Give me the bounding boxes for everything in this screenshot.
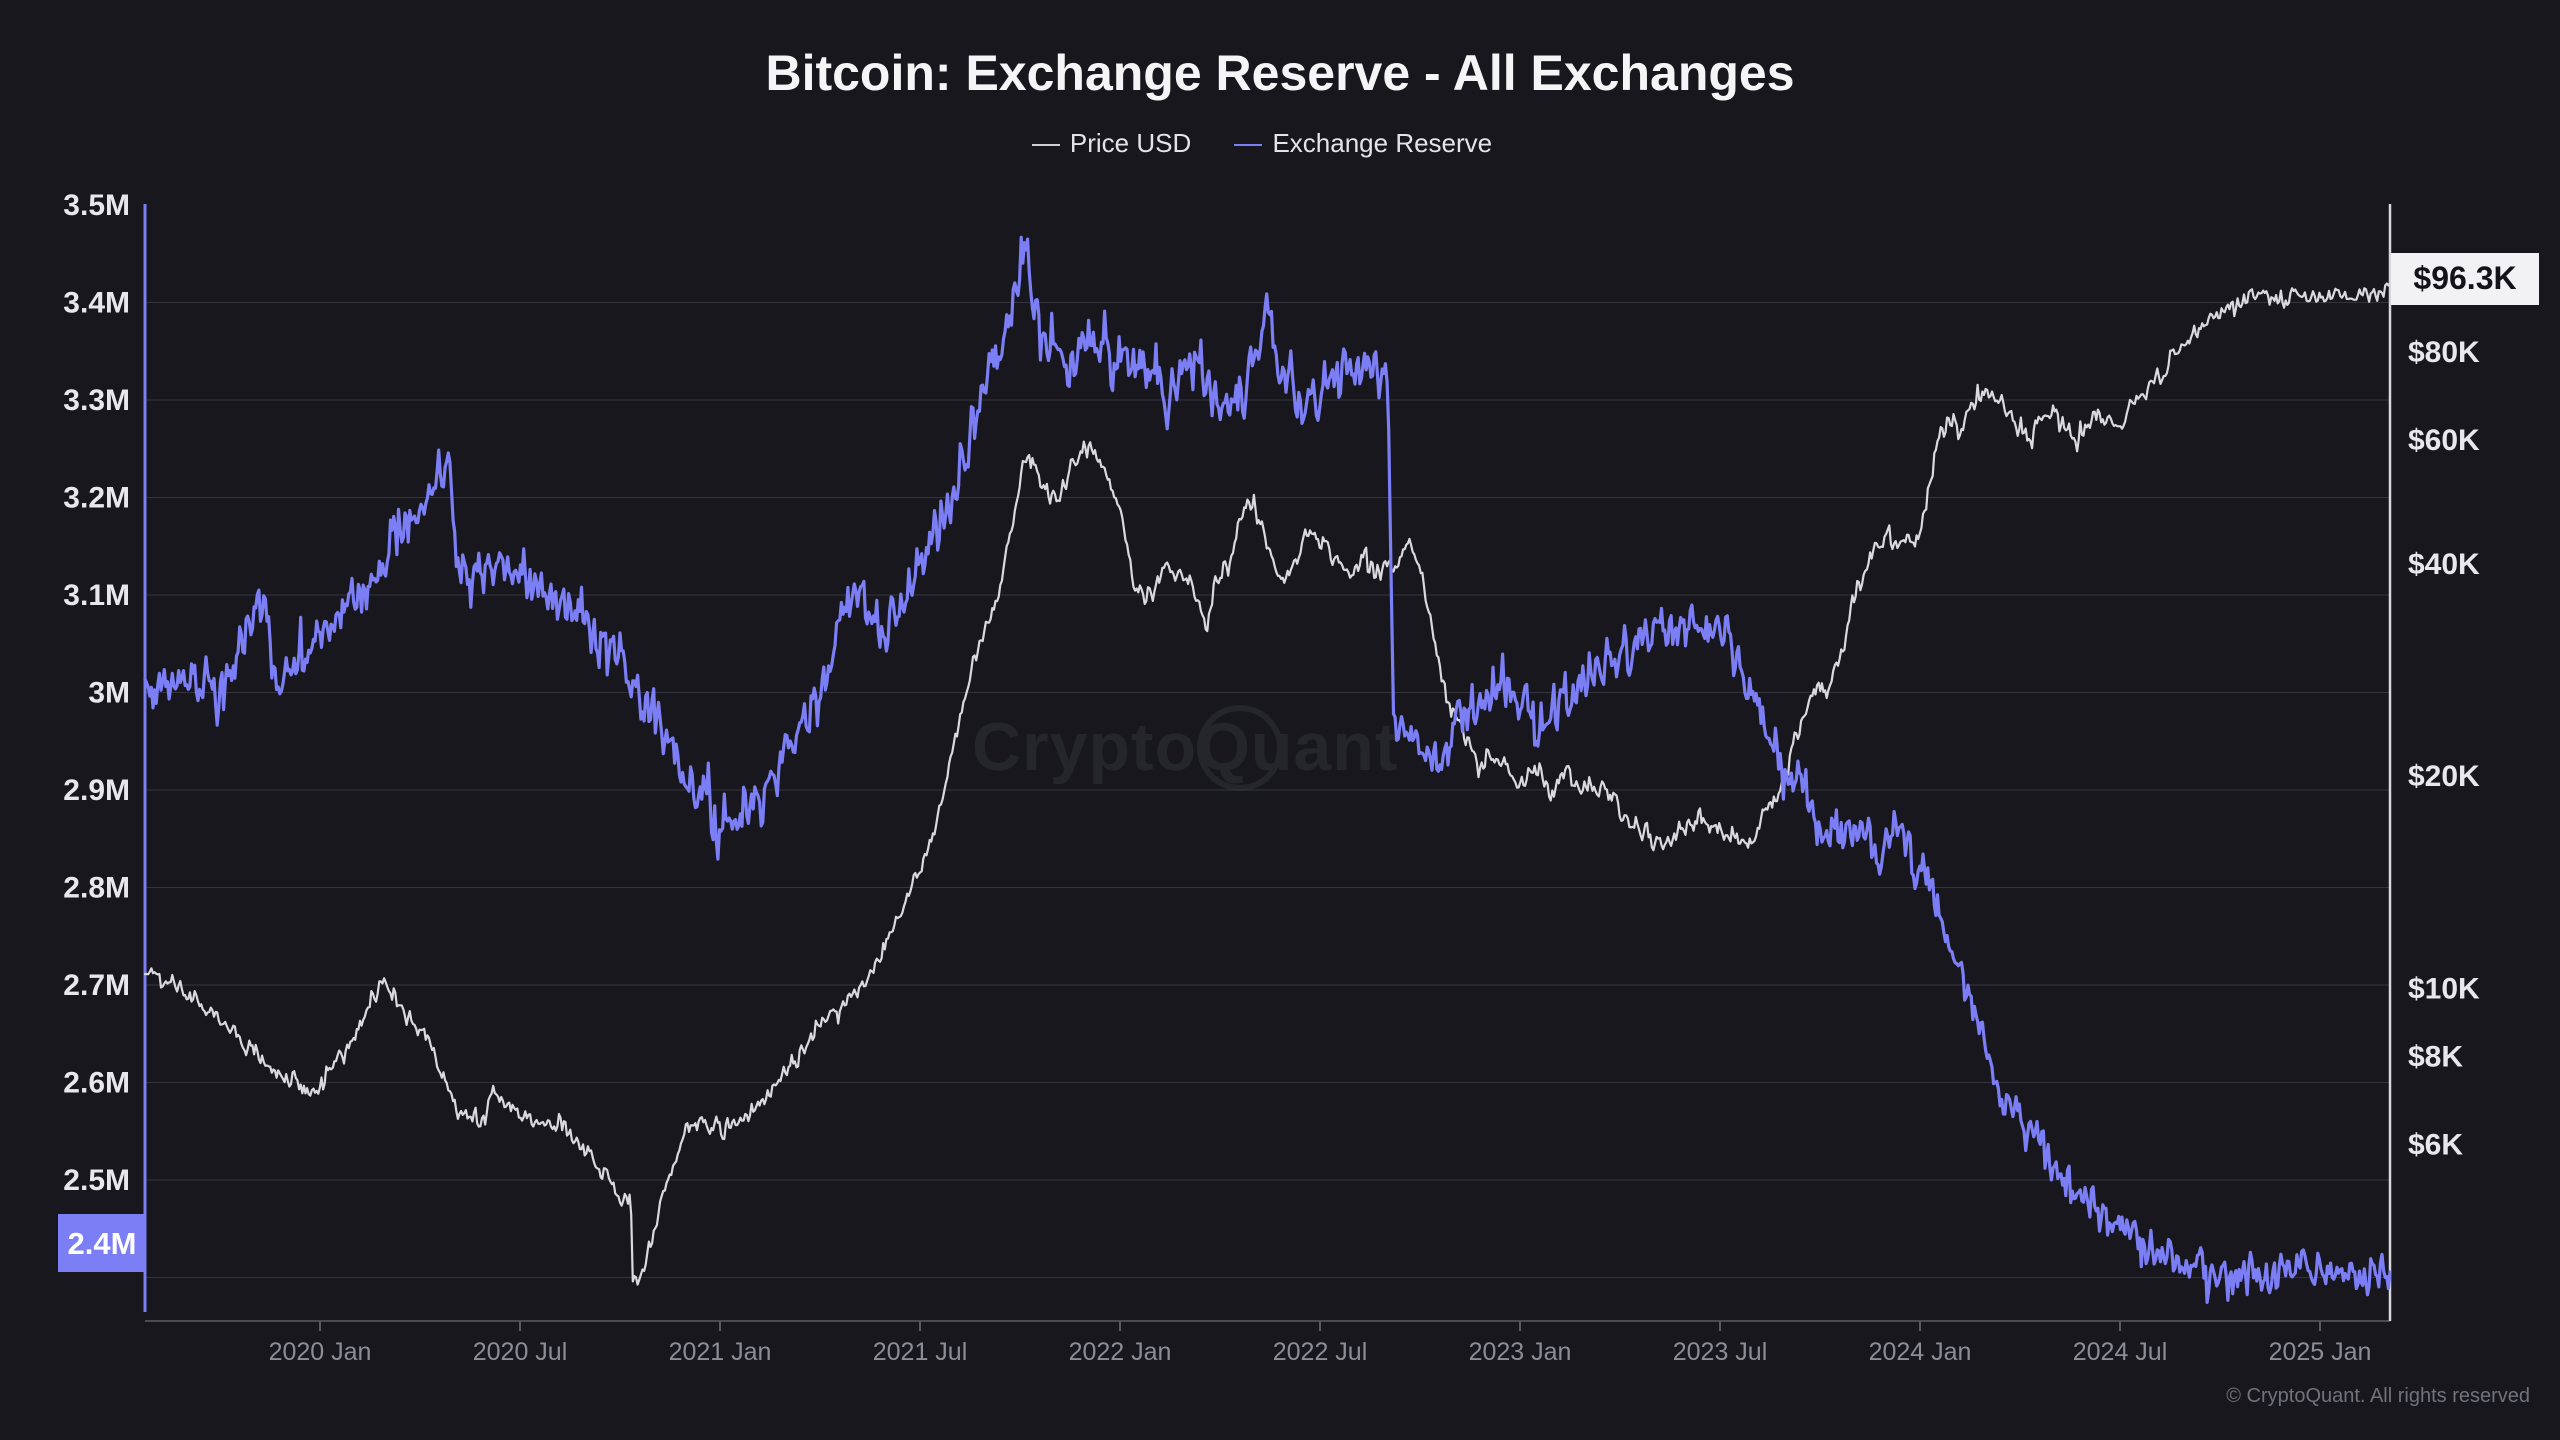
svg-text:3.4M: 3.4M — [63, 287, 130, 320]
svg-text:3M: 3M — [88, 677, 130, 710]
svg-text:$60K: $60K — [2408, 424, 2480, 457]
svg-text:$20K: $20K — [2408, 760, 2480, 793]
svg-text:3.5M: 3.5M — [63, 189, 130, 222]
svg-text:2.7M: 2.7M — [63, 969, 130, 1002]
svg-text:2024 Jul: 2024 Jul — [2073, 1338, 2168, 1366]
svg-text:$10K: $10K — [2408, 972, 2480, 1005]
svg-text:2022 Jul: 2022 Jul — [1273, 1338, 1368, 1366]
svg-text:2.9M: 2.9M — [63, 774, 130, 807]
svg-text:$80K: $80K — [2408, 336, 2480, 369]
svg-text:2025 Jan: 2025 Jan — [2269, 1338, 2372, 1366]
svg-text:$6K: $6K — [2408, 1129, 2463, 1162]
svg-text:$40K: $40K — [2408, 548, 2480, 581]
svg-text:2023 Jul: 2023 Jul — [1673, 1338, 1768, 1366]
svg-text:3.2M: 3.2M — [63, 482, 130, 515]
svg-text:2.6M: 2.6M — [63, 1067, 130, 1100]
svg-text:3.3M: 3.3M — [63, 384, 130, 417]
svg-text:2020 Jan: 2020 Jan — [269, 1338, 372, 1366]
svg-text:$96.3K: $96.3K — [2413, 260, 2516, 296]
svg-text:2024 Jan: 2024 Jan — [1869, 1338, 1972, 1366]
svg-text:2020 Jul: 2020 Jul — [473, 1338, 568, 1366]
svg-text:2022 Jan: 2022 Jan — [1069, 1338, 1172, 1366]
svg-text:2021 Jan: 2021 Jan — [669, 1338, 772, 1366]
svg-text:2.5M: 2.5M — [63, 1164, 130, 1197]
svg-text:2.4M: 2.4M — [68, 1226, 137, 1261]
svg-text:2.8M: 2.8M — [63, 872, 130, 905]
svg-text:CryptoQuant: CryptoQuant — [972, 709, 1399, 785]
svg-text:$8K: $8K — [2408, 1041, 2463, 1074]
svg-text:2021 Jul: 2021 Jul — [873, 1338, 968, 1366]
svg-text:2023 Jan: 2023 Jan — [1469, 1338, 1572, 1366]
svg-text:3.1M: 3.1M — [63, 579, 130, 612]
